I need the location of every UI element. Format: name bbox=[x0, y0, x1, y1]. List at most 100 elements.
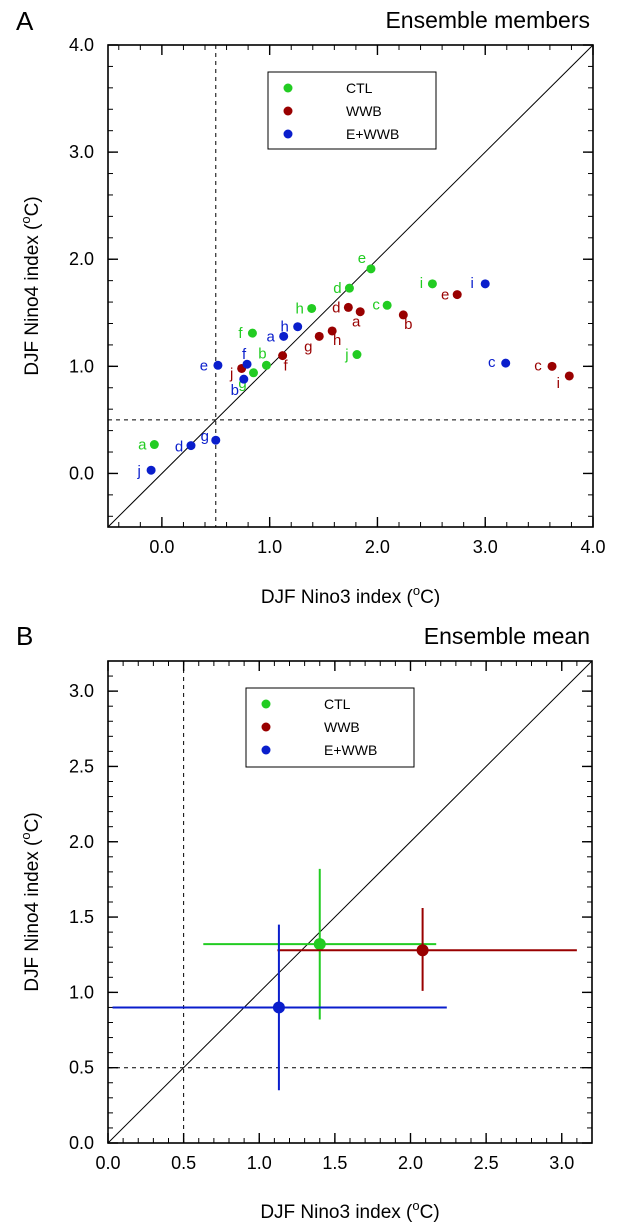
point-ctl-e bbox=[366, 264, 376, 274]
x-tick-label: 3.0 bbox=[549, 1153, 574, 1173]
point-epluswwb-a bbox=[279, 331, 289, 341]
point-ctl-j bbox=[352, 350, 362, 360]
point-label-wwb-f: f bbox=[284, 358, 289, 375]
legend-label: E+WWB bbox=[346, 126, 399, 142]
point-epluswwb-f bbox=[242, 359, 252, 369]
mean-point-ctl bbox=[313, 938, 326, 951]
panel-b: 0.0 0.5 1.0 1.5 2.0 2.5 3.0 0.0 0.5 1.0 1.5 2.0 2.5 3… bbox=[16, 621, 593, 1222]
point-label-epluswwb-f: f bbox=[242, 346, 247, 363]
plot-frame bbox=[107, 44, 594, 528]
point-epluswwb-b bbox=[239, 374, 249, 384]
point-epluswwb-h bbox=[293, 322, 303, 332]
x-axis-title: DJF Nino3 index (oC) bbox=[261, 583, 440, 608]
point-epluswwb-d bbox=[186, 441, 196, 451]
legend-label: CTL bbox=[324, 696, 351, 712]
point-epluswwb-c bbox=[501, 358, 511, 368]
one-to-one-line bbox=[107, 660, 593, 1144]
legend-label: WWB bbox=[346, 103, 382, 119]
point-wwb-f bbox=[278, 351, 288, 361]
point-label-ctl-h: h bbox=[296, 300, 304, 317]
x-tick-label: 2.5 bbox=[474, 1153, 499, 1173]
point-ctl-d bbox=[344, 283, 354, 293]
point-wwb-g bbox=[314, 331, 324, 341]
legend-marker-wwb bbox=[261, 722, 271, 732]
point-label-ctl-c: c bbox=[372, 296, 380, 313]
x-tick-label: 0.5 bbox=[171, 1153, 196, 1173]
point-wwb-a bbox=[355, 307, 365, 317]
point-label-wwb-d: d bbox=[332, 299, 340, 316]
y-tick-label: 1.5 bbox=[69, 907, 94, 927]
point-wwb-b bbox=[398, 310, 408, 320]
x-tick-label: 0.0 bbox=[95, 1153, 120, 1173]
point-wwb-h bbox=[327, 326, 337, 336]
point-label-epluswwb-g: g bbox=[201, 428, 209, 445]
point-label-wwb-b: b bbox=[404, 316, 412, 333]
point-label-wwb-j: j bbox=[229, 365, 233, 382]
point-wwb-d bbox=[343, 302, 353, 312]
mean-point-wwb bbox=[416, 944, 429, 957]
y-tick-label: 1.0 bbox=[69, 356, 94, 376]
point-label-epluswwb-h: h bbox=[281, 319, 289, 336]
legend-label: E+WWB bbox=[324, 742, 377, 758]
point-label-ctl-j: j bbox=[344, 347, 348, 364]
point-label-epluswwb-e: e bbox=[200, 357, 208, 374]
y-tick-label: 0.0 bbox=[69, 463, 94, 483]
y-axis-title: DJF Nino4 index (oC) bbox=[18, 812, 43, 991]
y-axis-title: DJF Nino4 index (oC) bbox=[18, 196, 43, 375]
point-epluswwb-e bbox=[213, 360, 223, 370]
point-epluswwb-j bbox=[146, 465, 156, 475]
panel-letter: A bbox=[16, 6, 34, 36]
point-label-epluswwb-d: d bbox=[175, 439, 183, 456]
point-label-ctl-i: i bbox=[420, 275, 423, 292]
y-tick-label: 3.0 bbox=[69, 681, 94, 701]
mean-point-epluswwb bbox=[272, 1001, 285, 1014]
point-ctl-c bbox=[382, 300, 392, 310]
y-tick-label: 0.5 bbox=[69, 1058, 94, 1078]
point-label-epluswwb-j: j bbox=[136, 463, 140, 480]
point-label-ctl-b: b bbox=[258, 345, 266, 362]
legend-marker-ctl bbox=[261, 699, 271, 709]
legend-marker-wwb bbox=[283, 106, 293, 116]
x-tick-label: 1.5 bbox=[322, 1153, 347, 1173]
point-ctl-f bbox=[247, 328, 257, 338]
point-label-ctl-a: a bbox=[138, 437, 147, 454]
y-tick-label: 2.0 bbox=[69, 249, 94, 269]
legend-marker-epluswwb bbox=[283, 129, 293, 139]
point-label-wwb-c: c bbox=[534, 357, 542, 374]
point-wwb-i bbox=[564, 371, 574, 381]
point-ctl-i bbox=[427, 279, 437, 289]
x-tick-label: 2.0 bbox=[365, 537, 390, 557]
legend-box bbox=[245, 687, 415, 768]
y-tick-label: 1.0 bbox=[69, 982, 94, 1002]
x-tick-label: 0.0 bbox=[149, 537, 174, 557]
point-label-epluswwb-c: c bbox=[488, 354, 496, 371]
legend-marker-ctl bbox=[283, 83, 293, 93]
point-label-wwb-a: a bbox=[352, 314, 361, 331]
y-tick-label: 0.0 bbox=[69, 1133, 94, 1153]
y-tick-label: 4.0 bbox=[69, 35, 94, 55]
y-tick-label: 2.5 bbox=[69, 756, 94, 776]
point-wwb-e bbox=[452, 290, 462, 300]
point-label-epluswwb-a: a bbox=[267, 328, 276, 345]
point-epluswwb-i bbox=[480, 279, 490, 289]
legend-label: WWB bbox=[324, 719, 360, 735]
point-label-epluswwb-i: i bbox=[471, 275, 474, 292]
point-label-ctl-e: e bbox=[358, 250, 366, 267]
panel-title: Ensemble members bbox=[385, 7, 590, 33]
x-tick-label: 3.0 bbox=[473, 537, 498, 557]
panel-a: 0.0 1.0 2.0 3.0 4.0 0.0 1.0 2.0 3.0 4.0 Ensemble m… bbox=[16, 6, 606, 608]
x-tick-label: 1.0 bbox=[247, 1153, 272, 1173]
point-label-ctl-f: f bbox=[238, 325, 243, 342]
point-wwb-c bbox=[547, 361, 557, 371]
point-label-ctl-d: d bbox=[333, 280, 341, 297]
point-ctl-a bbox=[149, 440, 159, 450]
point-label-wwb-i: i bbox=[557, 375, 560, 392]
point-label-wwb-g: g bbox=[304, 338, 312, 355]
point-label-epluswwb-b: b bbox=[231, 382, 239, 399]
y-tick-label: 3.0 bbox=[69, 142, 94, 162]
legend-box bbox=[267, 71, 437, 150]
legend-marker-epluswwb bbox=[261, 745, 271, 755]
point-ctl-h bbox=[307, 303, 317, 313]
x-tick-label: 4.0 bbox=[580, 537, 605, 557]
